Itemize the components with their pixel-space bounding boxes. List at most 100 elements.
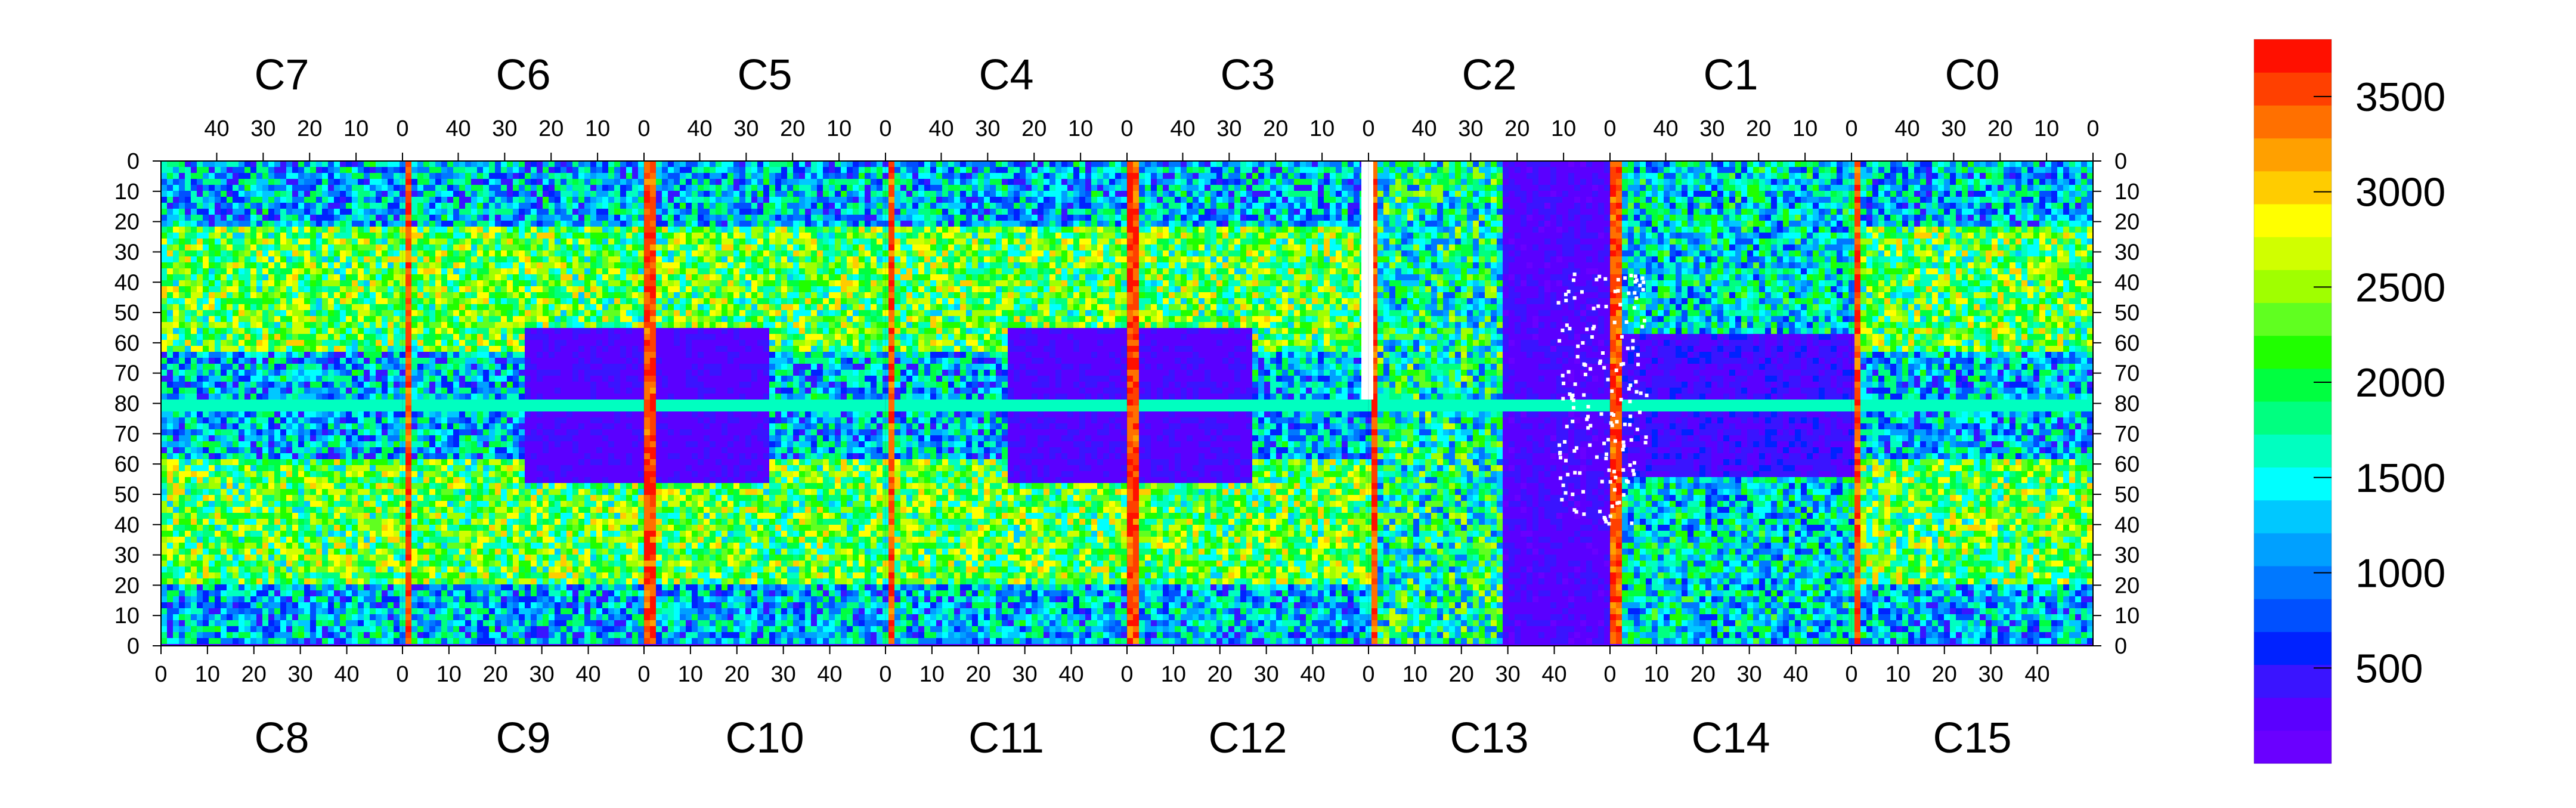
heatmap-cell xyxy=(781,197,787,203)
heatmap-cell xyxy=(1091,215,1097,221)
heatmap-cell xyxy=(686,173,692,179)
heatmap-cell xyxy=(298,215,304,221)
heatmap-cell xyxy=(1932,185,1938,191)
heatmap-cell xyxy=(340,209,346,215)
heatmap-cell xyxy=(1813,209,1819,215)
heatmap-cell xyxy=(2087,215,2093,221)
heatmap-cell xyxy=(394,233,400,239)
heatmap-cell xyxy=(1950,173,1956,179)
heatmap-cell xyxy=(805,250,811,256)
heatmap-cell xyxy=(1026,179,1032,185)
heatmap-cell xyxy=(698,197,704,203)
heatmap-cell xyxy=(1175,203,1181,209)
heatmap-cell xyxy=(543,227,549,233)
heatmap-cell xyxy=(1157,227,1163,233)
heatmap-cell xyxy=(1318,173,1324,179)
heatmap-cell xyxy=(471,239,477,244)
heatmap-cell xyxy=(1854,173,1860,179)
heatmap-cell xyxy=(1634,227,1640,233)
heatmap-cell xyxy=(429,191,435,197)
heatmap-cell xyxy=(680,215,686,221)
heatmap-cell xyxy=(453,167,459,173)
heatmap-cell xyxy=(1878,197,1884,203)
heatmap-cell xyxy=(203,239,209,244)
heatmap-cell xyxy=(2069,167,2075,173)
heatmap-cell xyxy=(310,191,316,197)
heatmap-cell xyxy=(960,197,966,203)
heatmap-cell xyxy=(578,203,584,209)
heatmap-cell xyxy=(221,250,227,256)
heatmap-cell xyxy=(698,185,704,191)
heatmap-cell xyxy=(441,233,447,239)
heatmap-cell xyxy=(698,203,704,209)
heatmap-cell xyxy=(608,167,614,173)
heatmap-cell xyxy=(244,250,250,256)
heatmap-cell xyxy=(1270,173,1276,179)
heatmap-cell xyxy=(1395,203,1401,209)
heatmap-cell xyxy=(364,239,370,244)
heatmap-cell xyxy=(429,215,435,221)
heatmap-cell xyxy=(411,179,417,185)
heatmap-cell xyxy=(883,173,888,179)
heatmap-cell xyxy=(495,215,501,221)
heatmap-cell xyxy=(1854,179,1860,185)
heatmap-cell xyxy=(1044,161,1049,167)
heatmap-cell xyxy=(716,227,722,233)
heatmap-cell xyxy=(280,197,286,203)
heatmap-cell xyxy=(1240,227,1246,233)
heatmap-cell xyxy=(334,203,340,209)
heatmap-cell xyxy=(1699,179,1705,185)
heatmap-cell xyxy=(1240,197,1246,203)
heatmap-cell xyxy=(2010,209,2015,215)
heatmap-cell xyxy=(1270,167,1276,173)
heatmap-cell xyxy=(1210,233,1216,239)
heatmap-cell xyxy=(1825,227,1831,233)
heatmap-cell xyxy=(614,227,620,233)
heatmap-cell xyxy=(871,239,877,244)
heatmap-cell xyxy=(1169,203,1175,209)
heatmap-cell xyxy=(1395,191,1401,197)
heatmap-cell xyxy=(632,179,638,185)
heatmap-cell xyxy=(328,239,334,244)
heatmap-cell xyxy=(888,239,894,244)
heatmap-cell xyxy=(1938,185,1944,191)
heatmap-cell xyxy=(590,239,596,244)
heatmap-cell xyxy=(966,215,972,221)
heatmap-cell xyxy=(1085,197,1091,203)
heatmap-cell xyxy=(936,167,942,173)
heatmap-cell xyxy=(185,250,191,256)
heatmap-cell xyxy=(1479,244,1485,250)
heatmap-cell xyxy=(1216,203,1222,209)
heatmap-cell xyxy=(918,167,924,173)
heatmap-cell xyxy=(602,191,608,197)
heatmap-cell xyxy=(2027,203,2033,209)
heatmap-cell xyxy=(352,221,358,227)
heatmap-cell xyxy=(1294,239,1300,244)
heatmap-cell xyxy=(841,185,847,191)
heatmap-cell xyxy=(1228,167,1234,173)
heatmap-cell xyxy=(602,233,608,239)
heatmap-cell xyxy=(1896,203,1902,209)
heatmap-cell xyxy=(1556,221,1562,227)
heatmap-cell xyxy=(2039,239,2045,244)
heatmap-cell xyxy=(1258,167,1264,173)
heatmap-cell xyxy=(1646,209,1652,215)
heatmap-cell xyxy=(1401,215,1407,221)
heatmap-cell xyxy=(1479,179,1485,185)
heatmap-cell xyxy=(566,227,572,233)
heatmap-cell xyxy=(757,239,763,244)
heatmap-cell xyxy=(1950,167,1956,173)
heatmap-cell xyxy=(197,179,203,185)
heatmap-cell xyxy=(1234,203,1240,209)
heatmap-cell xyxy=(823,191,829,197)
heatmap-cell xyxy=(1849,209,1854,215)
heatmap-cell xyxy=(1276,215,1282,221)
heatmap-cell xyxy=(1920,197,1926,203)
heatmap-cell xyxy=(268,167,274,173)
heatmap-cell xyxy=(1121,215,1127,221)
heatmap-cell xyxy=(668,203,674,209)
heatmap-cell xyxy=(1801,185,1807,191)
heatmap-cell xyxy=(1586,233,1592,239)
heatmap-cell xyxy=(1735,197,1741,203)
heatmap-cell xyxy=(1783,221,1789,227)
